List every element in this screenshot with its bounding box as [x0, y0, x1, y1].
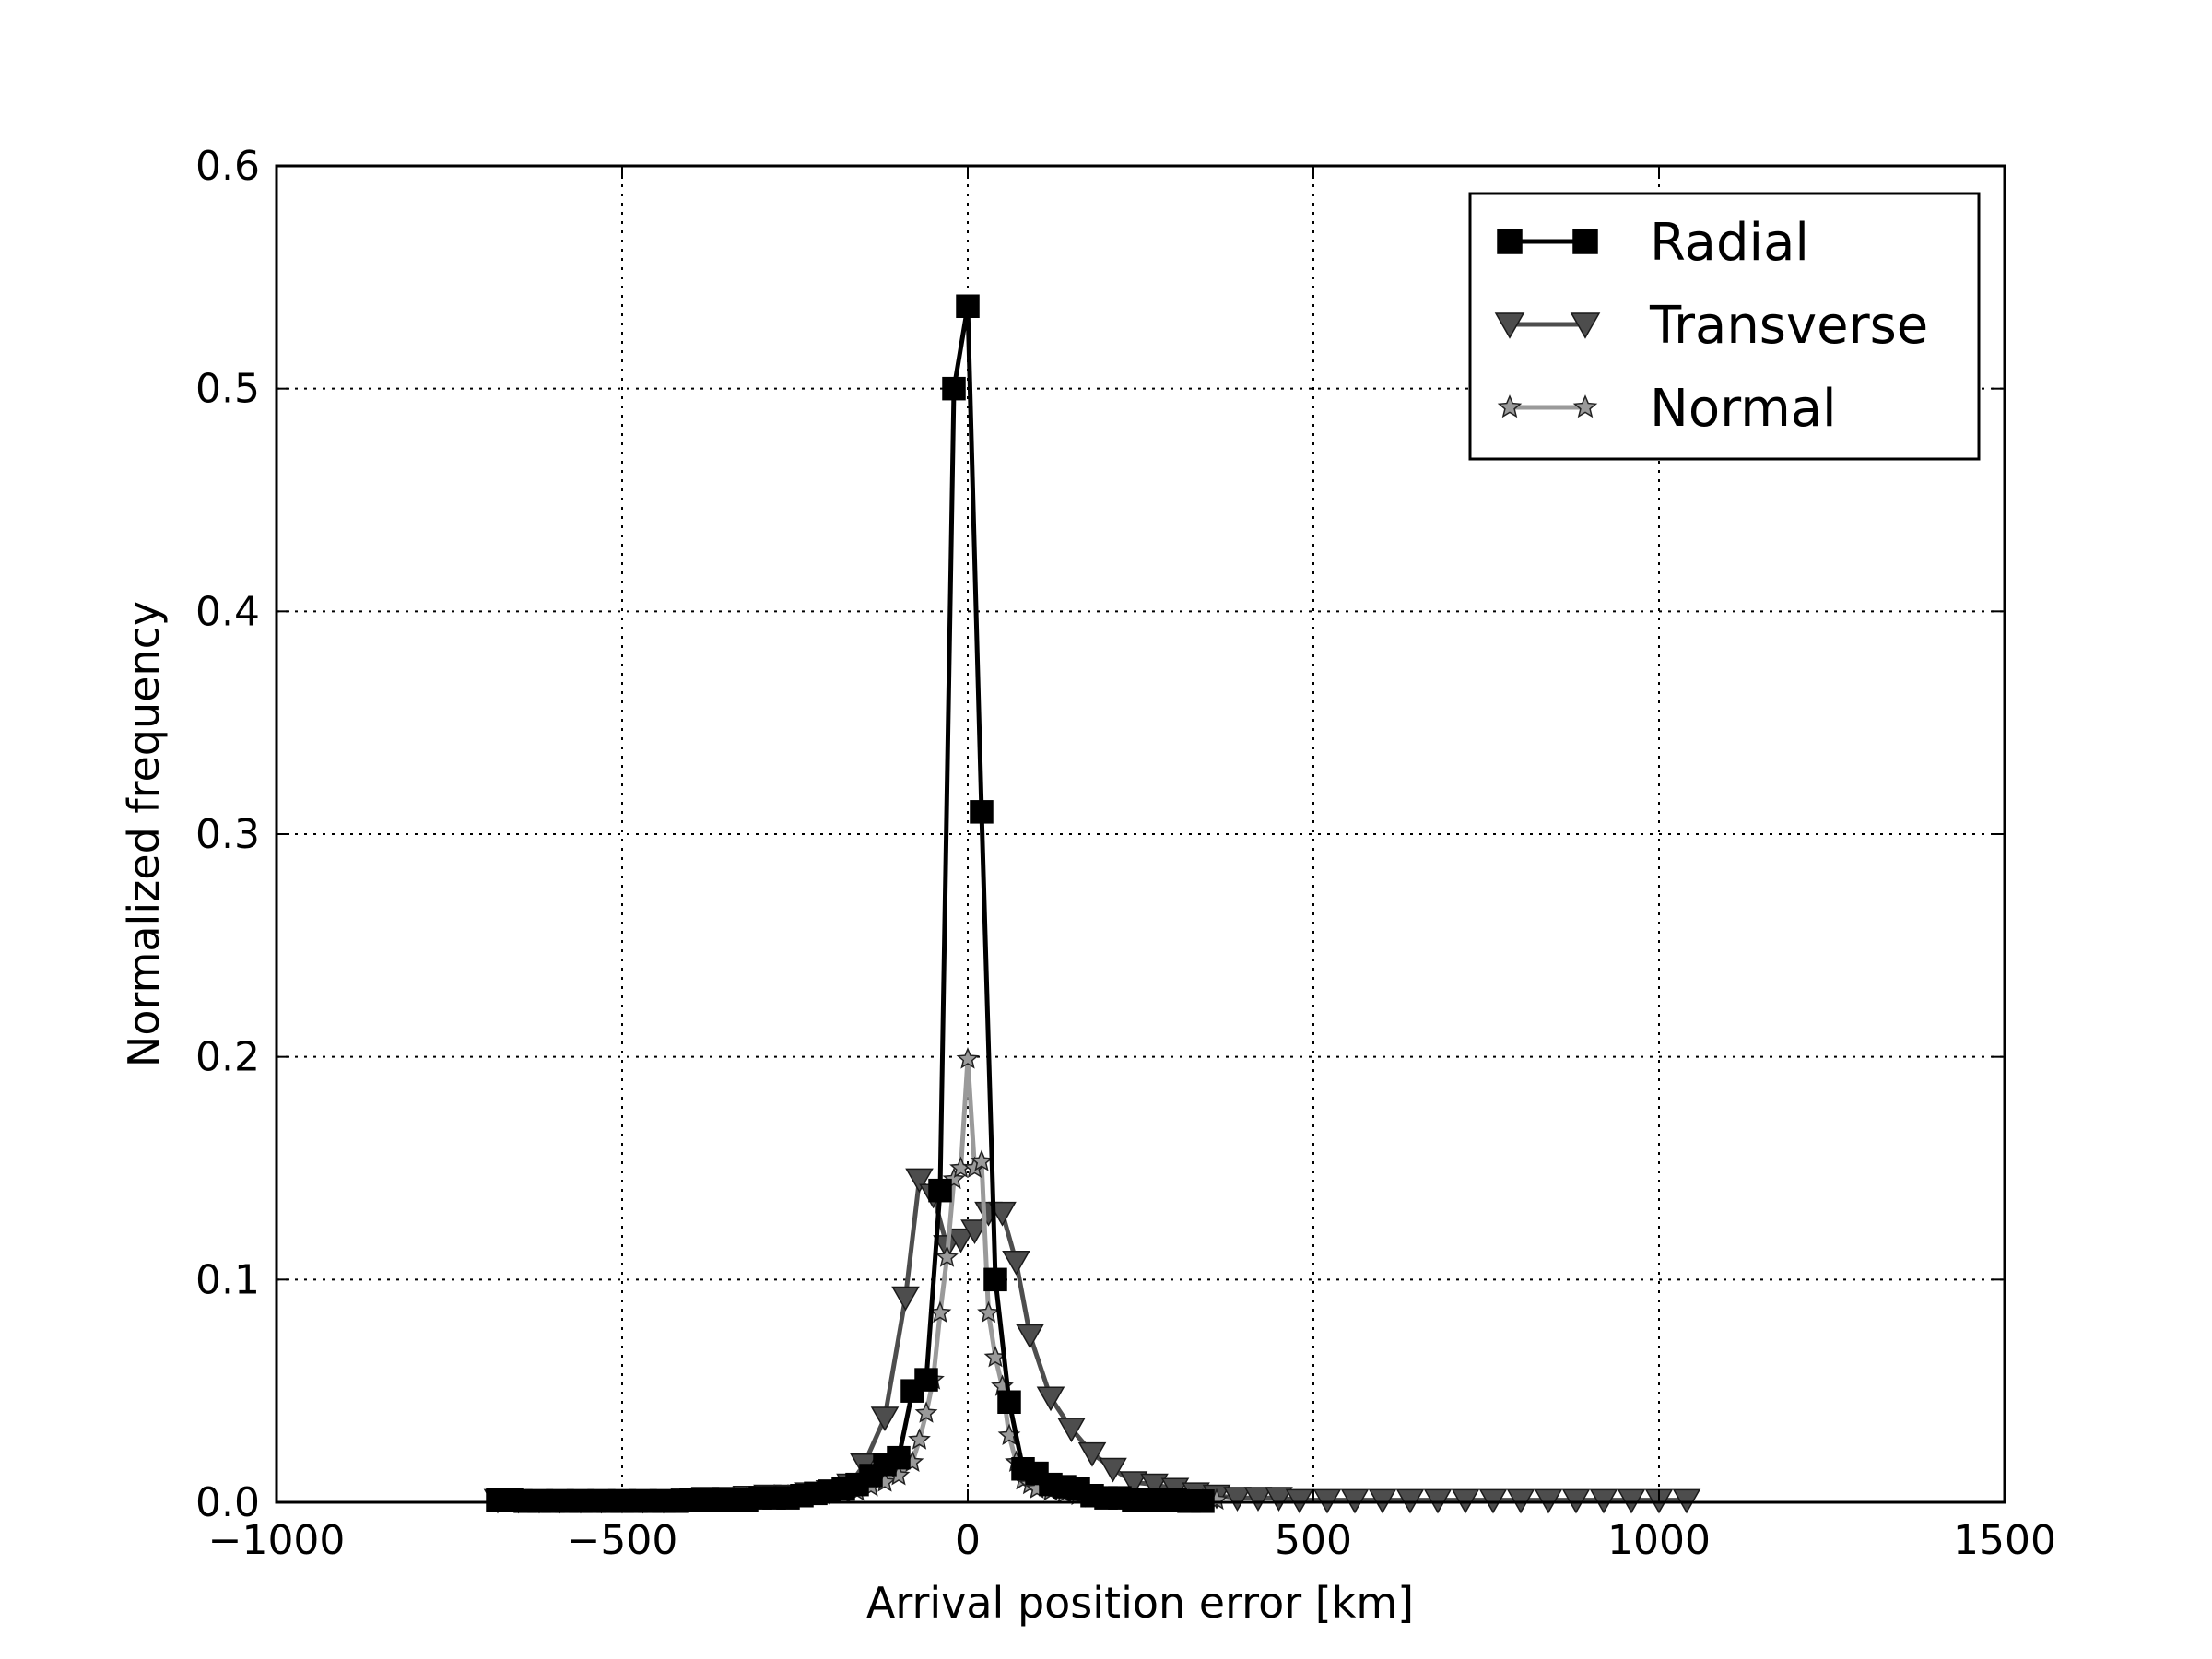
x-tick-label: −1000: [208, 1517, 346, 1564]
data-point-transverse: [1036, 1386, 1065, 1412]
data-point-radial: [887, 1445, 911, 1470]
legend: Radial Transverse Normal: [1468, 192, 1981, 461]
x-tick-label: 1000: [1607, 1517, 1711, 1564]
series-transverse: [483, 1168, 1701, 1514]
y-tick-label: 0.4: [195, 588, 260, 635]
y-tick-label: 0.0: [195, 1479, 260, 1526]
data-point-transverse: [1140, 1473, 1169, 1499]
legend-marker: [1497, 229, 1523, 254]
data-point-normal: [914, 1401, 938, 1423]
data-point-transverse: [1223, 1487, 1252, 1512]
x-tick-label: 1500: [1953, 1517, 2056, 1564]
legend-label: Radial: [1650, 213, 1809, 273]
data-point-transverse: [1265, 1487, 1293, 1512]
x-tick-label: 500: [1275, 1517, 1352, 1564]
x-tick-label: 0: [955, 1517, 981, 1564]
legend-item-normal: Normal: [1497, 379, 1837, 439]
data-point-transverse: [988, 1201, 1017, 1227]
legend-item-radial: Radial: [1497, 213, 1809, 273]
data-point-transverse: [870, 1406, 900, 1431]
legend-marker: [1572, 229, 1598, 254]
y-tick-label: 0.6: [195, 143, 260, 190]
data-point-normal: [977, 1300, 1000, 1324]
data-point-radial: [942, 376, 966, 401]
data-point-radial: [983, 1267, 1007, 1292]
y-tick-label: 0.1: [195, 1256, 260, 1303]
data-point-transverse: [947, 1228, 975, 1253]
legend-marker: [1497, 394, 1523, 418]
data-point-transverse: [1099, 1457, 1127, 1483]
series-normal: [665, 1047, 1229, 1511]
y-axis-label: Normalized frequency: [119, 601, 169, 1067]
data-point-radial: [956, 294, 980, 318]
legend-item-transverse: Transverse: [1494, 296, 1928, 356]
data-point-transverse: [1016, 1324, 1044, 1349]
data-point-transverse: [960, 1219, 989, 1244]
data-point-transverse: [1002, 1251, 1030, 1276]
legend-label: Transverse: [1649, 296, 1928, 356]
data-point-transverse: [1057, 1418, 1086, 1443]
data-point-transverse: [1243, 1487, 1273, 1512]
series-line-radial: [498, 303, 1203, 1504]
data-point-radial: [928, 1178, 952, 1203]
series-layer: [483, 294, 1701, 1514]
data-point-radial: [970, 800, 994, 824]
y-tick-label: 0.3: [195, 811, 260, 858]
data-point-normal: [956, 1047, 980, 1069]
data-point-transverse: [1119, 1471, 1148, 1497]
data-point-normal: [908, 1428, 931, 1450]
legend-marker: [1494, 312, 1525, 339]
y-tick-label: 0.2: [195, 1034, 260, 1081]
x-axis-label: Arrival position error [km]: [866, 1578, 1414, 1628]
ticks: −1000 −500 0 500 1000 1500 0.0 0.1 0.2 0.3 0.4 0.5 0…: [195, 143, 2056, 1564]
data-point-transverse: [1077, 1441, 1107, 1467]
legend-marker: [1570, 312, 1601, 339]
series-radial: [486, 294, 1215, 1513]
data-point-normal: [970, 1149, 994, 1171]
data-point-transverse: [891, 1286, 920, 1312]
y-tick-label: 0.5: [195, 366, 260, 413]
x-tick-label: −500: [567, 1517, 678, 1564]
data-point-radial: [914, 1368, 938, 1392]
data-point-normal: [935, 1245, 959, 1267]
data-point-transverse: [905, 1168, 934, 1194]
legend-marker: [1572, 394, 1598, 418]
data-point-radial: [997, 1390, 1021, 1414]
legend-label: Normal: [1650, 379, 1837, 439]
